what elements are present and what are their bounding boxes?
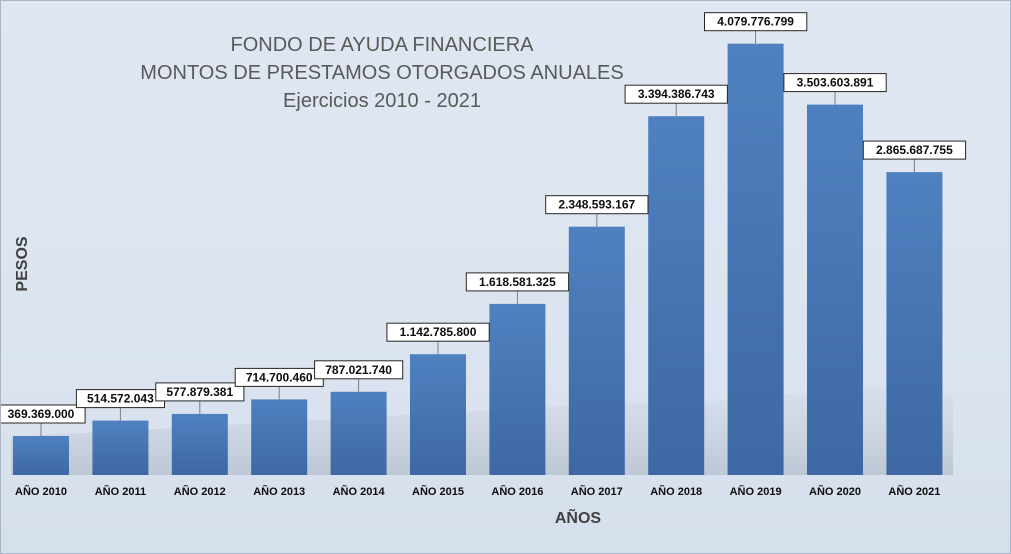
x-tick-label: AÑO 2014: [333, 485, 386, 498]
data-labels: 369.369.000 514.572.043 577.879.381 714.700…: [1, 12, 967, 424]
x-tick-label: AÑO 2016: [491, 485, 543, 498]
bar: [807, 104, 863, 475]
chart-title: FONDO DE AYUDA FINANCIERA MONTOS DE PRES…: [140, 34, 623, 112]
data-label: 714.700.460: [246, 370, 313, 384]
data-label-box: [545, 195, 649, 215]
x-axis-tick-labels: AÑO 2010 AÑO 2011 AÑO 2012 AÑO 2013 AÑO 2014…: [15, 485, 940, 498]
bar: [330, 391, 387, 475]
bar: [727, 43, 784, 475]
bar: [410, 354, 466, 475]
bar-series: [13, 43, 943, 475]
data-label: 3.503.603.891: [797, 76, 874, 90]
data-label: 369.369.000: [8, 407, 75, 421]
chart-title-line-2: MONTOS DE PRESTAMOS OTORGADOS ANUALES: [140, 62, 623, 84]
bar: [251, 399, 308, 475]
data-label: 2.348.593.167: [558, 198, 635, 212]
x-tick-label: AÑO 2010: [15, 485, 67, 498]
data-label-box: [783, 73, 887, 93]
bar: [886, 172, 943, 475]
x-tick-label: AÑO 2017: [571, 485, 623, 498]
x-tick-label: AÑO 2012: [174, 485, 226, 498]
x-tick-label: AÑO 2020: [809, 485, 861, 498]
x-tick-label: AÑO 2019: [730, 485, 782, 498]
x-tick-label: AÑO 2013: [253, 485, 305, 498]
data-label-box: [155, 382, 245, 402]
y-axis-title: PESOS: [14, 236, 31, 291]
data-label: 514.572.043: [87, 392, 154, 406]
data-label-box: [862, 140, 967, 160]
data-label-box: [1, 404, 86, 424]
x-tick-label: AÑO 2021: [888, 485, 940, 498]
data-label: 1.618.581.325: [479, 275, 556, 289]
x-tick-label: AÑO 2018: [650, 485, 702, 498]
chart-title-line-1: FONDO DE AYUDA FINANCIERA: [230, 34, 534, 56]
data-label-box: [465, 272, 570, 292]
chart-title-line-3: Ejercicios 2010 - 2021: [283, 90, 481, 112]
data-label-box: [704, 12, 808, 32]
bar: [92, 420, 149, 475]
data-label-box: [386, 322, 490, 342]
bar: [171, 413, 228, 475]
data-label-box: [314, 360, 404, 380]
data-label: 577.879.381: [166, 385, 233, 399]
data-label: 4.079.776.799: [717, 15, 794, 29]
floor-shadow: [11, 385, 953, 475]
data-label: 1.142.785.800: [400, 325, 477, 339]
data-label: 2.865.687.755: [876, 143, 953, 157]
data-label-box: [624, 84, 728, 104]
x-tick-label: AÑO 2015: [412, 485, 464, 498]
bar: [13, 436, 69, 475]
bar: [489, 303, 546, 475]
bar: [568, 226, 625, 475]
x-tick-label: AÑO 2011: [95, 485, 146, 498]
bar: [648, 116, 705, 475]
x-axis-title: AÑOS: [555, 507, 602, 527]
data-label: 787.021.740: [325, 363, 392, 377]
data-label-leaders: [40, 30, 915, 436]
data-label: 3.394.386.743: [638, 87, 715, 101]
